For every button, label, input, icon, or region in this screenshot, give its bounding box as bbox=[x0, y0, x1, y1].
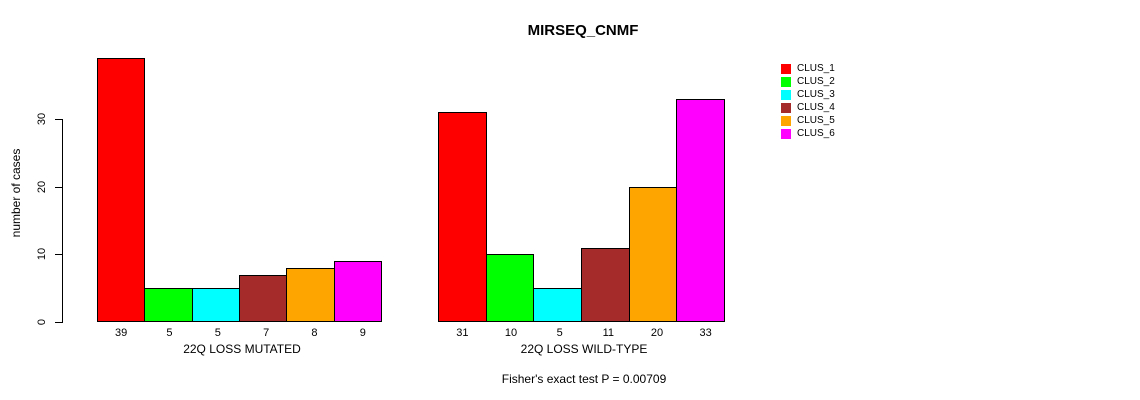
y-tick-mark bbox=[55, 254, 62, 256]
y-axis-label: number of cases bbox=[9, 148, 23, 238]
bar-clus_4 bbox=[238, 275, 288, 322]
legend: CLUS_1 CLUS_2 CLUS_3 CLUS_4 CLUS_5 CLUS_6 bbox=[781, 62, 835, 140]
y-tick-label: 10 bbox=[36, 248, 48, 261]
bar-value-label: 33 bbox=[699, 327, 712, 339]
legend-swatch-clus_5 bbox=[781, 115, 791, 126]
legend-label: CLUS_5 bbox=[797, 115, 835, 126]
chart-title: MIRSEQ_CNMF bbox=[527, 22, 639, 39]
legend-label: CLUS_2 bbox=[797, 76, 835, 87]
bar-clus_3 bbox=[533, 288, 582, 322]
bar-clus_5 bbox=[628, 187, 678, 322]
legend-item-clus_3: CLUS_3 bbox=[781, 88, 835, 101]
bar-clus_6 bbox=[676, 99, 725, 322]
legend-item-clus_1: CLUS_1 bbox=[781, 62, 835, 75]
legend-item-clus_6: CLUS_6 bbox=[781, 127, 835, 140]
group-x-label: 22Q LOSS MUTATED bbox=[183, 342, 301, 356]
y-tick-mark bbox=[55, 118, 62, 120]
legend-swatch-clus_6 bbox=[781, 128, 791, 139]
bar-clus_5 bbox=[286, 268, 335, 322]
bar-value-label: 20 bbox=[650, 327, 664, 339]
bar-clus_3 bbox=[191, 288, 240, 322]
bar-value-row: 39 5 5 7 8 9 bbox=[97, 327, 387, 339]
legend-label: CLUS_3 bbox=[797, 89, 835, 100]
bar-clus_6 bbox=[333, 261, 382, 322]
bar-clus_2 bbox=[485, 254, 535, 322]
bar-clus_2 bbox=[144, 288, 193, 322]
legend-swatch-clus_2 bbox=[781, 76, 791, 87]
bar-value-label: 7 bbox=[263, 327, 270, 339]
bar-clus_4 bbox=[580, 248, 630, 322]
group-x-label: 22Q LOSS WILD-TYPE bbox=[520, 342, 648, 356]
bar-value-label: 39 bbox=[115, 327, 128, 339]
y-tick-label: 0 bbox=[36, 318, 48, 326]
legend-swatch-clus_1 bbox=[781, 63, 791, 74]
legend-label: CLUS_1 bbox=[797, 63, 835, 74]
bar-group-2 bbox=[438, 32, 730, 322]
bar-value-label: 10 bbox=[504, 327, 518, 339]
bar-value-label: 11 bbox=[602, 327, 614, 339]
y-tick-mark bbox=[55, 186, 62, 188]
bar-clus_1 bbox=[438, 112, 487, 322]
legend-item-clus_5: CLUS_5 bbox=[781, 114, 835, 127]
legend-item-clus_2: CLUS_2 bbox=[781, 75, 835, 88]
bar-value-label: 8 bbox=[311, 327, 318, 339]
legend-label: CLUS_4 bbox=[797, 102, 835, 113]
y-tick-label: 20 bbox=[36, 180, 48, 193]
y-tick-label: 30 bbox=[36, 112, 48, 126]
bar-value-label: 5 bbox=[214, 327, 221, 339]
bar-clus_1 bbox=[97, 58, 146, 322]
legend-label: CLUS_6 bbox=[797, 128, 835, 139]
legend-swatch-clus_3 bbox=[781, 89, 791, 100]
legend-item-clus_4: CLUS_4 bbox=[781, 101, 835, 114]
bar-value-row: 31 10 5 11 20 33 bbox=[438, 327, 730, 339]
stat-annotation: Fisher's exact test P = 0.00709 bbox=[501, 372, 667, 386]
y-axis-line bbox=[62, 118, 63, 323]
y-tick-mark bbox=[55, 322, 62, 323]
bar-group-1 bbox=[97, 32, 387, 322]
legend-swatch-clus_4 bbox=[781, 102, 791, 113]
bar-value-label: 5 bbox=[556, 327, 563, 339]
bar-value-label: 5 bbox=[166, 327, 173, 339]
bar-value-label: 31 bbox=[456, 327, 469, 339]
bar-value-label: 9 bbox=[359, 327, 366, 339]
